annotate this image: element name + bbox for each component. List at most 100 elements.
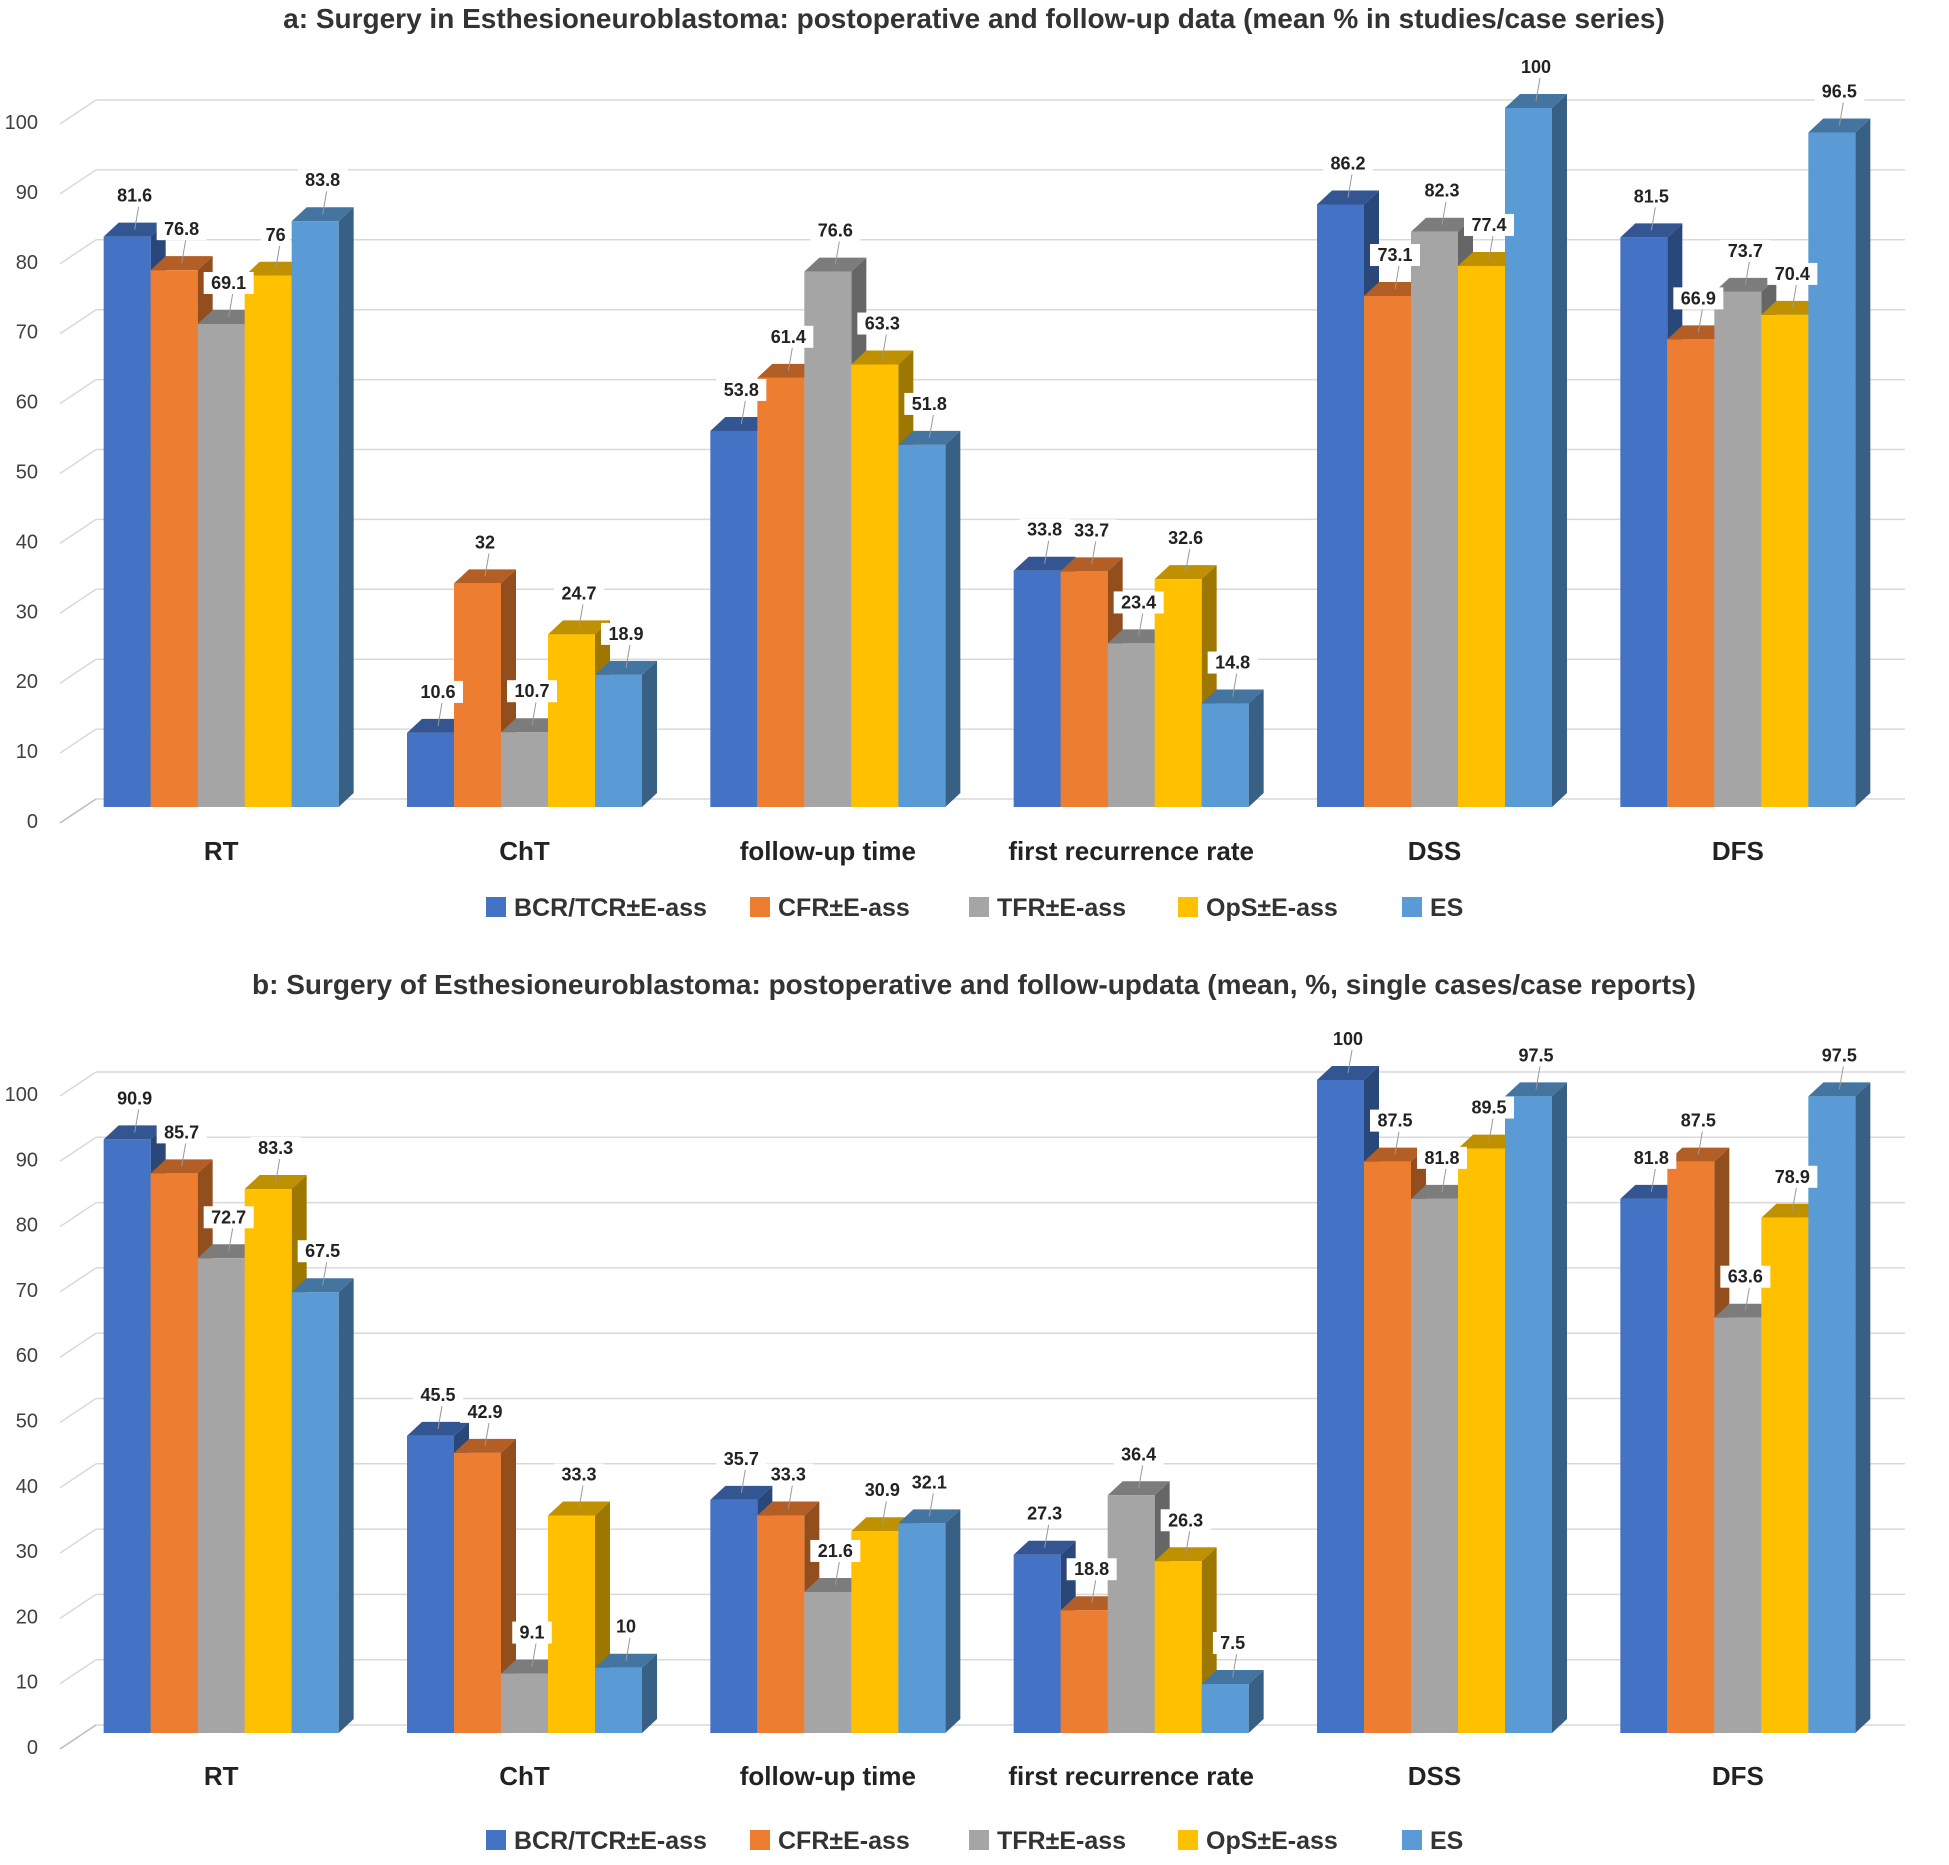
data-label: 45.5 [420,1385,455,1405]
data-label-leader [1232,1653,1238,1678]
legend-swatch [1178,1830,1198,1850]
gridline-depth [59,1528,97,1554]
bar [595,1667,642,1733]
data-label-leader [275,1158,281,1183]
bar [103,236,151,808]
data-label-bg [763,325,814,348]
data-label-bg [554,582,604,605]
bar [407,732,454,807]
data-label-leader [578,604,584,628]
data-label-bg [1814,1044,1865,1067]
data-label-leader [1138,613,1144,637]
bar [1808,132,1856,808]
y-tick-label: 70 [16,1280,38,1302]
data-label-bg [512,1621,552,1644]
bar [710,1499,758,1733]
data-label: 86.2 [1330,153,1365,173]
bar-top [197,309,260,324]
bar [548,634,595,807]
y-tick-label: 100 [5,1084,38,1106]
data-label-leader [437,702,443,726]
y-tick-label: 90 [16,182,38,204]
y-tick-label: 80 [16,252,38,274]
data-label-bg [413,680,463,703]
gridline-depth [59,448,97,475]
x-tick-label: first recurrence rate [1008,1761,1254,1791]
data-label: 73.7 [1728,241,1763,261]
data-label-bg [1066,1558,1117,1581]
bar-side [945,430,961,807]
data-label-bg [460,1400,510,1423]
data-label-leader [437,1405,443,1429]
legend-swatch [486,1830,506,1850]
data-label-leader [1535,1066,1541,1090]
bar [197,1258,245,1733]
axis-depth [59,1724,97,1750]
data-label: 10.6 [420,682,455,702]
bar-side [1552,1082,1567,1733]
data-label-leader [1535,77,1541,102]
gridline-depth [59,239,97,265]
y-tick-label: 10 [16,1672,38,1694]
data-label: 81.6 [117,186,152,206]
category-group: 81.8 87.5 63.6 78.9 97.5 [1620,1044,1871,1733]
data-label-leader [1697,309,1703,333]
y-tick-label: 0 [27,811,38,833]
data-label-bg [1328,1028,1368,1050]
data-label: 66.9 [1681,288,1716,308]
data-label: 77.4 [1471,215,1506,235]
gridline-depth [59,658,97,684]
bar [804,271,852,807]
data-label-leader [1697,1131,1703,1155]
data-label: 83.3 [258,1138,293,1158]
data-label: 78.9 [1775,1167,1810,1187]
data-label: 81.8 [1634,1148,1669,1168]
chart-title: b: Surgery of Esthesioneuroblastoma: pos… [252,969,1696,1000]
data-label: 7.5 [1220,1633,1245,1653]
gridline-depth [59,309,97,335]
category-group: 81.6 76.8 69.1 76 83.8 [103,169,354,808]
bar [757,377,805,807]
data-label-leader [1488,1118,1494,1142]
legend-swatch [750,1830,770,1850]
category-group: 53.8 61.4 76.6 63.3 51.8 [710,219,961,807]
y-tick-label: 30 [16,601,38,623]
data-label: 76.6 [818,221,853,241]
chart-title: a: Surgery in Esthesioneuroblastoma: pos… [283,3,1665,34]
data-label: 87.5 [1681,1111,1716,1131]
data-label: 85.7 [164,1122,199,1142]
data-label: 72.7 [211,1207,246,1227]
data-label: 21.6 [818,1541,853,1561]
data-label-leader [1044,1524,1050,1548]
data-label-bg [904,1471,955,1494]
data-label: 76 [266,225,286,245]
category-group: 33.8 33.7 23.4 32.6 14.8 [1013,518,1264,807]
data-label-bg [297,169,348,192]
data-label: 100 [1521,57,1551,77]
bar [851,1531,899,1733]
data-label-bg [1767,262,1818,285]
bar [710,430,758,807]
data-label-leader [322,191,328,215]
y-tick-label: 40 [16,531,38,553]
y-tick-label: 40 [16,1476,38,1498]
data-label-leader [1394,1131,1400,1155]
bar-side [338,207,354,807]
data-label-bg [1673,287,1724,310]
legend: BCR/TCR±E-ass CFR±E-ass TFR±E-ass OpS±E-ass… [486,1827,1463,1855]
data-label-leader [1394,265,1400,290]
legend-label: ES [1430,1827,1463,1855]
x-tick-label: first recurrence rate [1008,836,1254,866]
y-tick-label: 10 [16,741,38,763]
category-group: 10.6 32 10.7 24.7 18.9 [407,531,657,807]
data-label-bg [1673,1109,1724,1132]
data-label-leader [1185,1531,1191,1555]
data-label: 36.4 [1121,1444,1156,1464]
bar [244,275,292,807]
data-label-leader [740,400,746,425]
category-group: 86.2 73.1 82.3 77.4 100 [1317,56,1567,807]
y-tick-label: 100 [5,112,38,134]
chart-panel-a: a: Surgery in Esthesioneuroblastoma: pos… [5,3,1905,922]
data-label: 53.8 [724,380,759,400]
bar [1714,291,1762,807]
